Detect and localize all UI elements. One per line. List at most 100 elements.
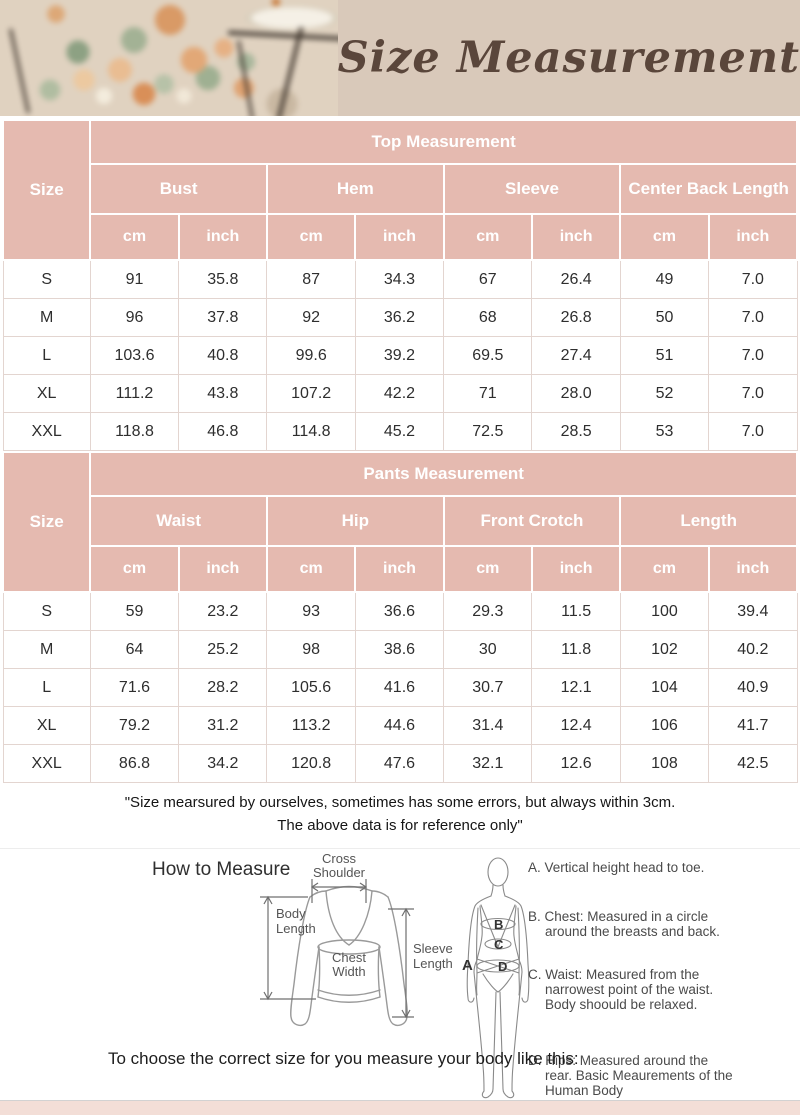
value-cell: 50 [619, 298, 710, 337]
value-cell: 46.8 [178, 412, 268, 451]
unit-header-inch: inch [177, 213, 268, 261]
how-to-measure-section: How to Measure [0, 849, 800, 1100]
value-cell: 79.2 [89, 706, 180, 745]
size-cell: S [2, 259, 91, 299]
how-to-measure-footer: To choose the correct size for you measu… [108, 1049, 579, 1068]
value-cell: 93 [266, 591, 356, 631]
divider [0, 116, 800, 119]
value-cell: 52 [619, 374, 710, 413]
table-leg-decoration [9, 28, 30, 114]
instruction-a-label: A. [528, 860, 541, 875]
body-length-label: Length [276, 921, 316, 936]
table-leg-decoration [276, 26, 304, 116]
value-cell: 92 [266, 298, 356, 337]
value-cell: 44.6 [354, 706, 445, 745]
value-cell: 111.2 [89, 374, 180, 413]
instruction-a: A. Vertical height head to toe. [528, 860, 737, 875]
body-point-c-label: C [494, 937, 504, 952]
value-cell: 11.5 [531, 591, 621, 631]
value-cell: 102 [619, 630, 710, 669]
value-cell: 31.2 [178, 706, 268, 745]
table-row: XL 111.2 43.8 107.2 42.2 71 28.0 52 7.0 [2, 374, 798, 413]
cross-shoulder-label: Cross [322, 851, 356, 866]
unit-header-cm: cm [89, 545, 180, 593]
group-header-hip: Hip [265, 495, 445, 547]
unit-header-cm: cm [265, 213, 357, 261]
value-cell: 68 [443, 298, 533, 337]
value-cell: 51 [619, 336, 710, 375]
value-cell: 28.0 [531, 374, 621, 413]
value-cell: 28.2 [178, 668, 268, 707]
value-cell: 34.2 [178, 744, 268, 783]
size-tables: Size Top Measurement Bust Hem Sleeve Cen… [0, 119, 800, 783]
sleeve-length-label: Length [413, 956, 453, 971]
chest-width-label: Width [332, 964, 365, 979]
size-cell: XXL [2, 412, 91, 451]
value-cell: 37.8 [178, 298, 268, 337]
value-cell: 99.6 [266, 336, 356, 375]
value-cell: 120.8 [266, 744, 356, 783]
value-cell: 71.6 [89, 668, 180, 707]
value-cell: 30.7 [443, 668, 533, 707]
disclaimer-line-1: "Size mearsured by ourselves, sometimes … [124, 794, 676, 811]
value-cell: 98 [266, 630, 356, 669]
group-header-sleeve: Sleeve [442, 163, 622, 215]
size-cell: XL [2, 706, 91, 745]
cross-shoulder-label: Shoulder [313, 865, 366, 880]
value-cell: 106 [619, 706, 710, 745]
value-cell: 114.8 [266, 412, 356, 451]
table-leg-decoration [237, 40, 254, 116]
how-to-measure-title: How to Measure [152, 859, 291, 880]
value-cell: 113.2 [266, 706, 356, 745]
table-row: L 103.6 40.8 99.6 39.2 69.5 27.4 51 7.0 [2, 336, 798, 375]
unit-header-cm: cm [265, 545, 357, 593]
value-cell: 23.2 [178, 591, 268, 631]
header-banner: Size Measurement [0, 0, 800, 116]
value-cell: 67 [443, 259, 533, 299]
body-point-d-label: D [498, 959, 507, 974]
value-cell: 103.6 [89, 336, 180, 375]
unit-header-inch: inch [354, 545, 445, 593]
body-point-b-label: B [494, 917, 503, 932]
size-cell: M [2, 298, 91, 337]
value-cell: 26.8 [531, 298, 621, 337]
sleeve-length-label: Sleeve [413, 941, 453, 956]
value-cell: 53 [619, 412, 710, 451]
table-row: XXL 118.8 46.8 114.8 45.2 72.5 28.5 53 7.0 [2, 412, 798, 451]
top-section-header: Top Measurement [89, 119, 798, 165]
value-cell: 40.2 [708, 630, 798, 669]
value-cell: 64 [89, 630, 180, 669]
disclaimer-line-2: The above data is for reference only" [277, 816, 523, 834]
value-cell: 39.4 [708, 591, 798, 631]
size-column-header: Size [1, 451, 92, 593]
size-cell: S [2, 591, 91, 631]
value-cell: 96 [89, 298, 180, 337]
value-cell: 86.8 [89, 744, 180, 783]
pants-measurement-table: Size Pants Measurement Waist Hip Front C… [1, 451, 799, 783]
value-cell: 105.6 [266, 668, 356, 707]
size-cell: M [2, 630, 91, 669]
value-cell: 59 [89, 591, 180, 631]
value-cell: 35.8 [178, 259, 268, 299]
flowers-photo-art [0, 0, 338, 116]
size-cell: L [2, 668, 91, 707]
value-cell: 72.5 [443, 412, 533, 451]
size-cell: L [2, 336, 91, 375]
top-measurement-table: Size Top Measurement Bust Hem Sleeve Cen… [1, 119, 799, 451]
table-row: M 96 37.8 92 36.2 68 26.8 50 7.0 [2, 298, 798, 337]
value-cell: 87 [266, 259, 356, 299]
value-cell: 7.0 [708, 259, 798, 299]
value-cell: 12.6 [531, 744, 621, 783]
instruction-b: B. Chest: Measured in a circle around th… [528, 909, 737, 939]
instruction-c: C. Waist: Measured from the narrowest po… [528, 967, 737, 1012]
group-header-front-crotch: Front Crotch [442, 495, 622, 547]
table-row: M 64 25.2 98 38.6 30 11.8 102 40.2 [2, 630, 798, 669]
group-header-hem: Hem [265, 163, 445, 215]
size-cell: XL [2, 374, 91, 413]
instruction-c-label: C. [528, 967, 542, 982]
page-title: Size Measurement [337, 33, 800, 83]
value-cell: 12.4 [531, 706, 621, 745]
value-cell: 107.2 [266, 374, 356, 413]
value-cell: 12.1 [531, 668, 621, 707]
unit-header-cm: cm [89, 213, 180, 261]
